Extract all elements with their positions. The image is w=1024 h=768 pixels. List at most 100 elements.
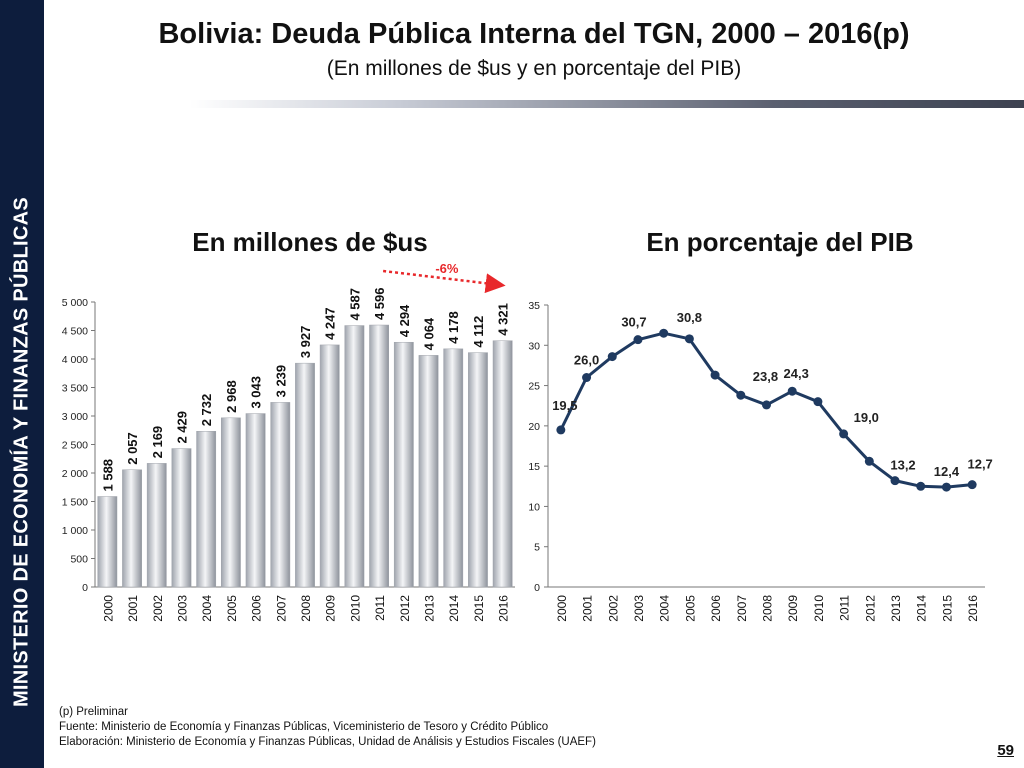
line-point-2001 [582, 373, 592, 383]
bar-value-label: 3 043 [249, 376, 264, 409]
bar-value-label: 4 112 [471, 316, 486, 348]
line-data-label: 12,4 [934, 464, 960, 479]
bar-y-tick-label: 4 000 [62, 354, 88, 366]
line-point-2008 [762, 400, 771, 410]
line-x-tick-label: 2006 [709, 595, 723, 622]
bar-annotation-label: -6% [435, 261, 459, 276]
line-x-tick-label: 2002 [606, 595, 620, 622]
line-y-tick-label: 0 [534, 582, 540, 594]
bar-x-tick-label: 2015 [472, 595, 486, 622]
bar-2013 [418, 355, 439, 588]
bar-value-label: 4 247 [323, 307, 338, 340]
bar-2007 [270, 402, 291, 588]
bar-y-tick-label: 0 [82, 582, 88, 594]
sidebar-ministry-label: MINISTERIO DE ECONOMÍA Y FINANZAS PÚBLIC… [10, 196, 33, 708]
bar-y-tick-label: 2 000 [62, 468, 88, 480]
line-data-label: 12,7 [967, 457, 992, 472]
line-point-2016 [967, 480, 977, 490]
bar-value-label: 4 587 [347, 288, 362, 321]
bar-x-tick-label: 2016 [497, 595, 511, 622]
line-data-label: 30,7 [621, 315, 646, 330]
line-point-2002 [607, 352, 617, 362]
line-x-tick-label: 2016 [966, 595, 980, 622]
line-x-tick-label: 2008 [761, 595, 775, 622]
footnote-preliminary: (p) Preliminar [59, 706, 129, 718]
line-x-tick-label: 2007 [735, 595, 749, 622]
line-x-tick-label: 2013 [889, 595, 903, 622]
page-title: Bolivia: Deuda Pública Interna del TGN, … [158, 18, 910, 50]
line-y-tick-label: 20 [528, 421, 540, 433]
bar-2010 [344, 325, 365, 588]
bar-value-label: 3 239 [273, 365, 288, 398]
line-y-tick-label: 10 [528, 501, 540, 513]
bar-x-tick-label: 2010 [348, 595, 362, 622]
bar-value-label: 2 429 [174, 411, 189, 444]
line-point-2000 [556, 425, 566, 435]
bar-2016 [492, 340, 513, 588]
line-series [559, 331, 973, 489]
line-data-label: 19,5 [552, 398, 577, 413]
bar-value-label: 4 064 [422, 317, 437, 350]
bar-2005 [220, 417, 241, 588]
bar-value-label: 2 732 [199, 394, 214, 427]
footnotes: (p) Preliminar Fuente: Ministerio de Eco… [59, 705, 596, 750]
line-x-tick-label: 2010 [812, 595, 826, 622]
bar-value-label: 4 178 [446, 311, 461, 344]
line-point-2006 [710, 370, 720, 380]
line-point-2011 [839, 429, 849, 439]
line-data-label: 30,8 [677, 310, 702, 325]
bar-value-label: 4 596 [372, 287, 387, 320]
line-x-tick-label: 2014 [915, 595, 929, 622]
line-data-label: 24,3 [784, 366, 809, 381]
bar-value-label: 2 968 [224, 380, 239, 413]
line-data-label: 23,8 [753, 369, 778, 384]
line-data-label: 26,0 [574, 353, 599, 368]
line-x-tick-label: 2001 [581, 595, 595, 622]
bar-x-tick-label: 2007 [274, 595, 288, 622]
bar-x-tick-label: 2000 [101, 595, 115, 622]
line-y-tick-label: 30 [528, 340, 540, 352]
line-point-2007 [736, 390, 746, 400]
bar-x-tick-label: 2011 [373, 595, 387, 621]
bar-y-tick-label: 4 500 [62, 326, 88, 338]
line-x-tick-label: 2004 [658, 595, 672, 622]
bar-value-label: 4 294 [397, 304, 412, 337]
bar-x-tick-label: 2002 [151, 595, 165, 622]
line-y-tick-label: 35 [528, 300, 540, 312]
line-chart-title: En porcentaje del PIB [646, 227, 914, 257]
bar-x-tick-label: 2012 [398, 595, 412, 622]
bar-2000 [97, 496, 118, 588]
bar-value-label: 1 588 [100, 459, 115, 492]
bar-x-tick-label: 2006 [250, 595, 264, 622]
line-point-2014 [916, 481, 926, 491]
line-point-2012 [864, 456, 874, 466]
line-point-2003 [633, 335, 643, 345]
bar-2008 [295, 362, 315, 588]
line-point-2004 [659, 328, 669, 338]
line-y-tick-label: 5 [534, 542, 540, 554]
bar-x-tick-label: 2004 [200, 595, 214, 622]
bar-x-tick-label: 2003 [175, 595, 189, 622]
bar-value-label: 2 057 [125, 432, 140, 465]
bar-y-tick-label: 3 500 [62, 383, 88, 395]
bar-2009 [319, 344, 340, 588]
footnote-source: Fuente: Ministerio de Economía y Finanza… [59, 721, 549, 733]
line-data-label: 13,2 [890, 458, 915, 473]
bar-2011 [369, 324, 390, 588]
line-x-tick-label: 2011 [838, 595, 852, 621]
header-divider-bar [190, 100, 1024, 108]
line-x-tick-label: 2005 [683, 595, 697, 622]
bar-value-label: 3 927 [298, 326, 313, 359]
line-point-2010 [813, 397, 823, 407]
bar-x-tick-label: 2014 [447, 595, 461, 622]
line-point-2015 [941, 482, 951, 492]
bar-2012 [393, 341, 414, 588]
page-number: 59 [997, 742, 1014, 759]
line-x-tick-label: 2009 [786, 595, 800, 622]
bar-y-tick-label: 1 500 [62, 497, 88, 509]
bar-y-tick-label: 5 000 [62, 297, 88, 309]
line-x-tick-label: 2000 [555, 595, 569, 622]
line-data-label: 19,0 [854, 410, 879, 425]
line-point-2005 [684, 334, 694, 344]
bar-x-tick-label: 2008 [299, 595, 313, 622]
